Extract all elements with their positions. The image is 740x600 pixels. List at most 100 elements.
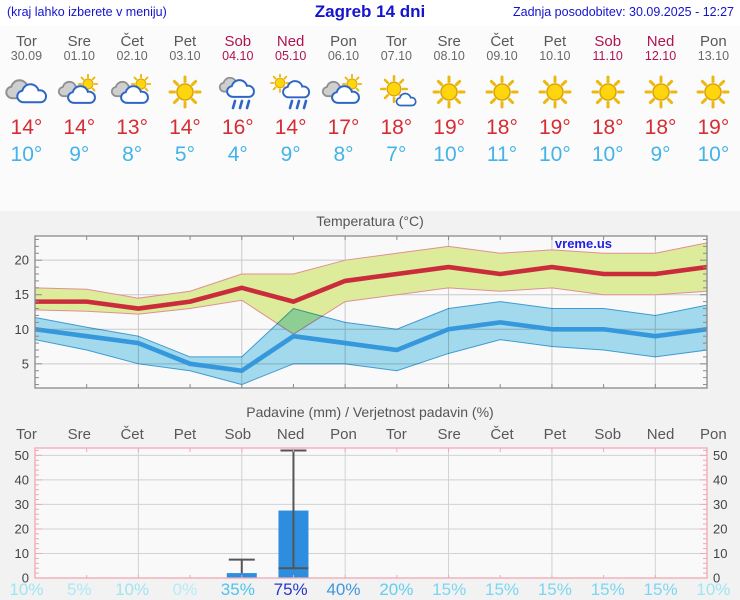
low-temp: 7° — [386, 143, 407, 166]
high-temp: 14° — [63, 116, 96, 139]
svg-text:40: 40 — [713, 472, 727, 487]
precip-probability-row: 10% 5% 10% 0% 35% 75% 40% 20% 15% 15% 15% 15% 15% 10% — [0, 580, 740, 600]
day-date: 03.10 — [169, 49, 201, 63]
svg-text:10: 10 — [713, 546, 727, 561]
day-date: 10.10 — [539, 49, 571, 63]
partly-sunny-icon — [320, 74, 366, 110]
high-temp: 13° — [116, 116, 148, 139]
sunny-icon — [585, 74, 631, 110]
sunny-icon — [426, 74, 472, 110]
forecast-strip: Tor 30.09 14° 10° Sre 01.10 14° 9° Čet 02.10 13° 8°… — [0, 30, 740, 167]
sunny-icon — [638, 74, 684, 110]
high-temp: 18° — [486, 116, 518, 139]
low-temp: 4° — [227, 143, 248, 166]
high-temp: 14° — [169, 116, 201, 139]
day-name: Sob — [224, 33, 252, 50]
sunny-icon — [162, 74, 208, 110]
page-title: Zagreb 14 dni — [314, 2, 426, 21]
sunny-icon — [690, 74, 736, 110]
low-temp: 5° — [174, 143, 195, 166]
day-date: 08.10 — [433, 49, 465, 63]
precip-day-label: Sre — [437, 426, 461, 443]
page-header: (kraj lahko izberete v meniju) Zagreb 14… — [0, 0, 740, 26]
cloudy-icon — [3, 74, 49, 110]
partly-sunny-icon — [56, 74, 102, 110]
day-date: 04.10 — [222, 49, 254, 63]
day-column: Tor 07.10 18° 7° — [370, 30, 423, 167]
precip-prob-label: 15% — [643, 580, 678, 599]
sun-showers-icon — [268, 74, 314, 110]
menu-hint-text: (kraj lahko izberete v meniju) — [7, 5, 167, 19]
precip-prob-label: 35% — [220, 580, 255, 599]
svg-text:20: 20 — [15, 253, 29, 268]
high-temp: 18° — [591, 116, 624, 139]
precipitation-chart: 0 0 10 10 20 20 30 30 40 40 50 50 — [15, 447, 727, 584]
precip-day-label: Čet — [120, 426, 144, 443]
partly-sunny-icon — [109, 74, 155, 110]
svg-text:0: 0 — [22, 571, 29, 584]
day-date: 09.10 — [486, 49, 518, 63]
day-date: 01.10 — [63, 49, 95, 63]
day-name: Sre — [67, 33, 91, 50]
day-name: Tor — [16, 33, 37, 50]
svg-text:15: 15 — [15, 287, 29, 302]
svg-text:10: 10 — [15, 546, 29, 561]
day-column: Čet 09.10 18° 11° — [476, 30, 529, 167]
rain-icon — [215, 74, 261, 110]
day-name: Sre — [437, 33, 461, 50]
day-name: Ned — [276, 33, 305, 50]
precipitation-chart-title: Padavine (mm) / Verjetnost padavin (%) — [246, 404, 494, 420]
high-temp: 19° — [697, 116, 730, 139]
svg-text:50: 50 — [713, 448, 727, 463]
day-column: Pet 10.10 19° 10° — [528, 30, 581, 167]
low-temp: 11° — [486, 143, 518, 166]
svg-text:30: 30 — [713, 497, 727, 512]
svg-text:30: 30 — [15, 497, 29, 512]
high-temp: 18° — [644, 116, 677, 139]
day-name: Pet — [173, 33, 197, 50]
low-temp: 10° — [591, 143, 624, 166]
high-temp: 19° — [538, 116, 571, 139]
day-date: 13.10 — [697, 49, 730, 63]
precip-day-labels-row: Tor Sre Čet Pet Sob Ned Pon Tor Sre Čet Pet Sob Ned P… — [0, 426, 740, 443]
sunny-icon — [532, 74, 578, 110]
day-column: Pon 13.10 19° 10° — [687, 30, 740, 167]
precip-prob-label: 15% — [537, 580, 572, 599]
precip-prob-label: 15% — [432, 580, 467, 599]
svg-text:40: 40 — [15, 472, 29, 487]
day-name: Pon — [330, 33, 357, 50]
low-temp: 10° — [10, 143, 43, 166]
high-temp: 16° — [221, 116, 254, 139]
day-column: Pon 06.10 17° 8° — [317, 30, 370, 167]
low-temp: 10° — [538, 143, 571, 166]
precip-prob-label: 10% — [9, 580, 44, 599]
day-name: Pon — [700, 33, 727, 50]
day-column: Sob 04.10 16° 4° — [211, 30, 264, 167]
svg-text:20: 20 — [713, 521, 727, 536]
day-date: 30.09 — [10, 49, 43, 63]
precip-prob-label: 20% — [379, 580, 414, 599]
precip-prob-label: 5% — [66, 580, 92, 599]
mostly-sunny-icon — [373, 74, 419, 110]
day-name: Pet — [543, 33, 567, 50]
svg-text:5: 5 — [22, 356, 29, 371]
precip-day-label: Ned — [646, 426, 675, 443]
watermark-link[interactable]: vreme.us — [555, 236, 612, 251]
sunny-icon — [479, 74, 525, 110]
day-name: Čet — [120, 33, 144, 50]
high-temp: 18° — [380, 116, 413, 139]
low-temp: 10° — [697, 143, 730, 166]
high-temp: 19° — [433, 116, 466, 139]
precip-day-label: Čet — [490, 426, 514, 443]
low-temp: 8° — [333, 143, 354, 166]
precip-day-label: Tor — [16, 426, 37, 443]
temperature-chart: 5 10 15 20 vreme.us — [15, 235, 708, 389]
day-column: Ned 05.10 14° 9° — [264, 30, 317, 167]
precip-day-label: Sre — [67, 426, 91, 443]
svg-text:0: 0 — [713, 571, 720, 584]
day-column: Ned 12.10 18° 9° — [634, 30, 687, 167]
day-column: Sre 08.10 19° 10° — [423, 30, 476, 167]
high-temp: 14° — [274, 116, 307, 139]
precip-day-label: Sob — [594, 426, 622, 443]
